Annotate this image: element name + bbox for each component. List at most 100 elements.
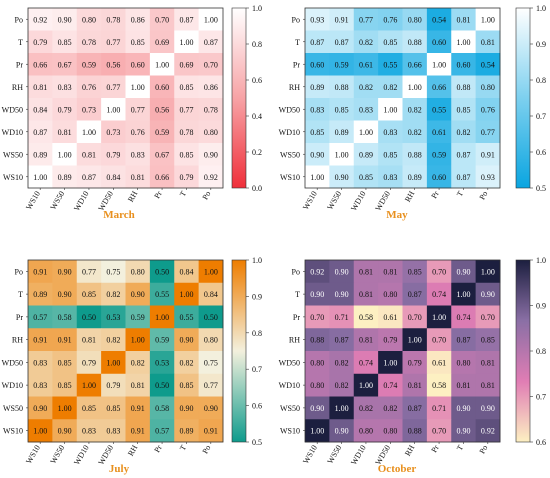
heatmap-cell: [76, 260, 102, 284]
heatmap-cell: [174, 396, 200, 420]
heatmap-cell: [52, 419, 78, 443]
cell-value-label: 0.77: [131, 105, 145, 114]
cell-value-label: 0.81: [359, 267, 373, 276]
heatmap-cell: [353, 305, 379, 329]
heatmap-cell: [198, 120, 224, 144]
heatmap-cell: [28, 30, 53, 54]
heatmap-cell: [52, 30, 78, 54]
heatmap-cell: [101, 328, 126, 352]
cell-value-label: 0.90: [456, 427, 470, 436]
cell-value-label: 0.81: [131, 381, 145, 390]
heatmap-cell: [426, 282, 452, 306]
cell-value-label: 0.61: [432, 128, 446, 137]
heatmap-cell: [28, 8, 53, 31]
cell-value-label: 0.87: [82, 173, 96, 182]
y-tick-label: WD50: [279, 105, 300, 114]
heatmap-cell: [329, 75, 355, 99]
cell-value-label: 0.81: [456, 381, 470, 390]
colorbar-tick-label: 0.0: [252, 184, 262, 193]
cell-value-label: 0.86: [204, 83, 218, 92]
heatmap-cell: [402, 396, 428, 420]
colorbar-tick-label: 0.7: [536, 393, 546, 402]
x-tick-label: Pr: [429, 189, 441, 200]
heatmap-cell: [28, 328, 53, 352]
x-tick-label: WD10: [349, 444, 367, 467]
cell-value-label: 1.00: [335, 150, 349, 159]
heatmap-cell: [305, 165, 330, 189]
heatmap-cell: [329, 143, 355, 166]
heatmap-cell: [174, 30, 200, 54]
heatmap-cell: [174, 75, 200, 99]
cell-value-label: 0.81: [131, 173, 145, 182]
heatmap-cell: [353, 351, 379, 375]
heatmap-cell: [305, 143, 330, 166]
cell-value-label: 0.75: [204, 358, 218, 367]
heatmap-cell: [125, 373, 151, 397]
cell-value-label: 0.81: [383, 267, 397, 276]
cell-value-label: 0.87: [408, 290, 422, 299]
colorbar-tick-label: 0.8: [536, 76, 546, 85]
cell-value-label: 0.85: [58, 38, 72, 47]
cell-value-label: 1.00: [179, 38, 193, 47]
heatmap-cell: [402, 75, 428, 99]
cell-value-label: 0.82: [383, 83, 397, 92]
cell-value-label: 0.55: [383, 60, 397, 69]
heatmap-cell: [149, 165, 175, 189]
heatmap-cell: [378, 120, 403, 144]
x-tick-label: Po: [478, 190, 490, 202]
heatmap-cell: [451, 328, 477, 352]
cell-value-label: 1.00: [359, 128, 373, 137]
heatmap-cell: [475, 75, 501, 99]
colorbar-tick-label: 0.9: [252, 292, 262, 301]
cell-value-label: 0.90: [204, 404, 218, 413]
heatmap-cell: [378, 373, 403, 397]
heatmap-cell: [378, 260, 403, 284]
heatmap-cell: [52, 351, 78, 375]
heatmap-cell: [149, 396, 175, 420]
heatmap-cell: [28, 305, 53, 329]
heatmap-cell: [329, 351, 355, 375]
cell-value-label: 1.00: [432, 313, 446, 322]
heatmap-cell: [426, 120, 452, 144]
heatmap-cell: [353, 396, 379, 420]
heatmap-cell: [378, 396, 403, 420]
cell-value-label: 0.88: [456, 83, 470, 92]
heatmap-cell: [426, 75, 452, 99]
heatmap-cell: [451, 282, 477, 306]
cell-value-label: 0.60: [432, 173, 446, 182]
heatmap-cell: [76, 98, 102, 121]
x-tick-label: RH: [126, 189, 139, 203]
cell-value-label: 0.79: [58, 105, 72, 114]
heatmap-cell: [149, 328, 175, 352]
cell-value-label: 0.61: [383, 313, 397, 322]
heatmap-cell: [329, 328, 355, 352]
cell-value-label: 1.00: [456, 38, 470, 47]
heatmap-cell: [52, 165, 78, 189]
cell-value-label: 0.54: [432, 15, 446, 24]
heatmap-cell: [198, 351, 224, 375]
cell-value-label: 0.81: [481, 381, 495, 390]
heatmap-cell: [174, 8, 200, 31]
heatmap-cell: [353, 75, 379, 99]
cell-value-label: 0.87: [204, 38, 218, 47]
cell-value-label: 0.73: [82, 105, 96, 114]
heatmap-cell: [329, 98, 355, 121]
colorbar-tick-label: 1.0: [252, 256, 262, 265]
cell-value-label: 0.70: [481, 313, 495, 322]
heatmap-cell: [475, 351, 501, 375]
heatmap-cell: [101, 75, 126, 99]
y-tick-label: WS50: [3, 150, 23, 159]
heatmap-cell: [76, 419, 102, 443]
heatmap-cell: [52, 98, 78, 121]
cell-value-label: 0.88: [335, 83, 349, 92]
x-tick-label: WS10: [301, 444, 319, 466]
y-tick-label: Pr: [293, 60, 300, 69]
cell-value-label: 0.61: [359, 60, 373, 69]
heatmap-cell: [28, 143, 53, 166]
cell-value-label: 0.58: [359, 313, 373, 322]
x-tick-label: WD10: [72, 444, 90, 467]
cell-value-label: 0.88: [408, 427, 422, 436]
heatmap-frame: [27, 7, 224, 189]
cell-value-label: 0.82: [359, 83, 373, 92]
cell-value-label: 0.90: [335, 427, 349, 436]
